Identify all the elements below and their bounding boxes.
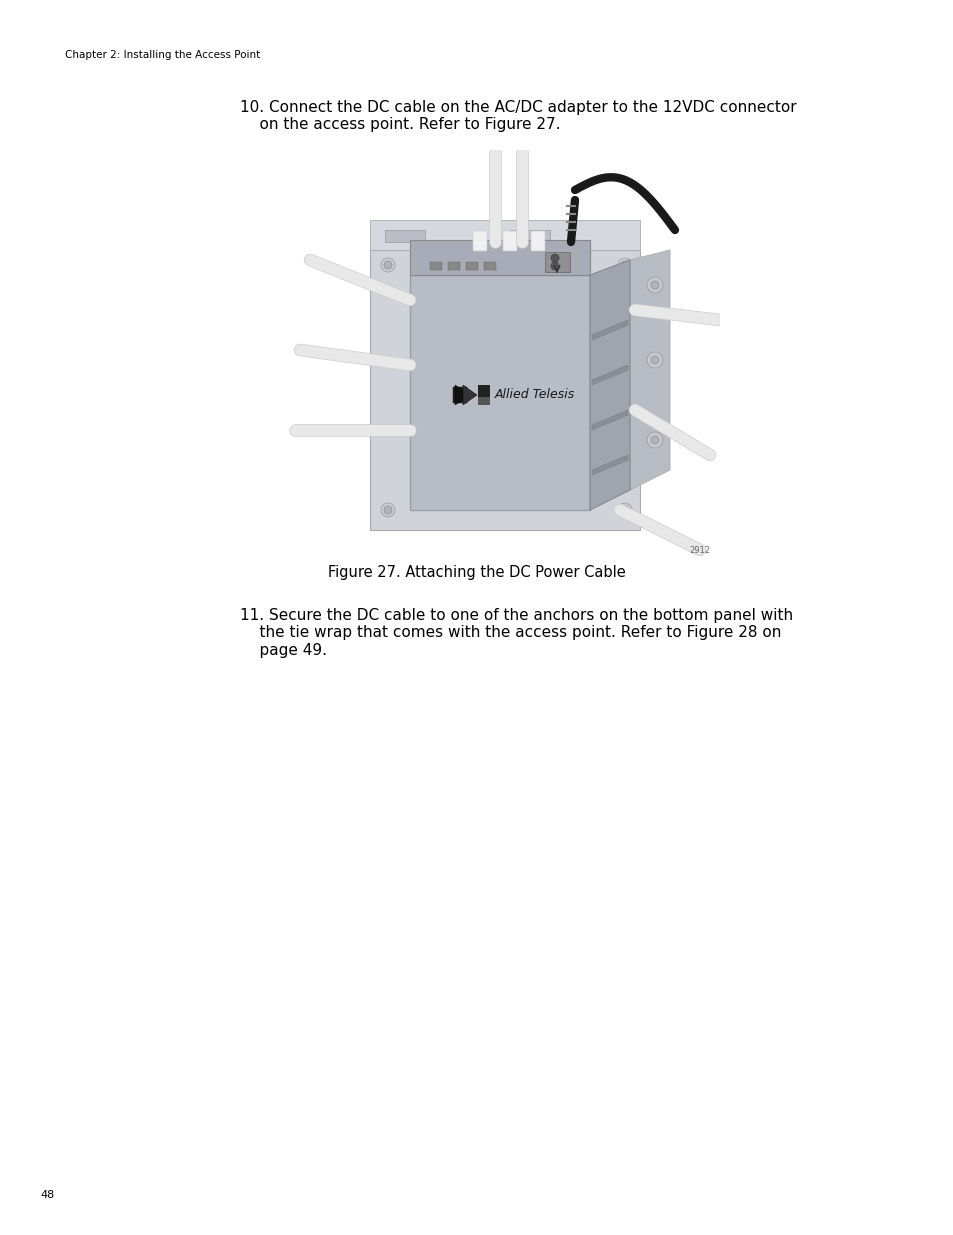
Polygon shape (592, 410, 627, 430)
Polygon shape (453, 387, 467, 403)
Circle shape (384, 506, 392, 514)
FancyBboxPatch shape (430, 262, 441, 270)
FancyBboxPatch shape (473, 231, 486, 251)
Circle shape (551, 254, 558, 262)
Polygon shape (592, 320, 627, 340)
FancyBboxPatch shape (544, 252, 569, 272)
Polygon shape (370, 220, 639, 249)
Polygon shape (370, 249, 639, 530)
Text: Allied Telesis: Allied Telesis (495, 389, 575, 401)
Text: 11. Secure the DC cable to one of the anchors on the bottom panel with: 11. Secure the DC cable to one of the an… (240, 608, 792, 622)
Circle shape (380, 258, 395, 272)
Circle shape (646, 432, 662, 448)
Polygon shape (477, 396, 490, 405)
Circle shape (620, 261, 628, 269)
FancyBboxPatch shape (448, 262, 459, 270)
Text: page 49.: page 49. (240, 643, 327, 658)
Circle shape (380, 503, 395, 517)
Polygon shape (455, 385, 470, 405)
Polygon shape (477, 385, 490, 396)
Circle shape (650, 282, 659, 289)
FancyBboxPatch shape (531, 231, 544, 251)
FancyBboxPatch shape (483, 262, 496, 270)
Circle shape (650, 436, 659, 445)
Polygon shape (462, 385, 476, 405)
Circle shape (646, 352, 662, 368)
Text: Figure 27. Attaching the DC Power Cable: Figure 27. Attaching the DC Power Cable (328, 564, 625, 580)
Text: on the access point. Refer to Figure 27.: on the access point. Refer to Figure 27. (240, 117, 560, 132)
Circle shape (646, 277, 662, 293)
Circle shape (618, 503, 631, 517)
Polygon shape (592, 366, 627, 385)
Polygon shape (592, 454, 627, 475)
Text: the tie wrap that comes with the access point. Refer to Figure 28 on: the tie wrap that comes with the access … (240, 625, 781, 641)
Text: 48: 48 (40, 1191, 54, 1200)
Polygon shape (410, 240, 589, 275)
Circle shape (620, 506, 628, 514)
Polygon shape (410, 275, 589, 510)
FancyBboxPatch shape (502, 231, 517, 251)
Circle shape (650, 356, 659, 364)
Polygon shape (629, 249, 669, 490)
Circle shape (551, 262, 558, 270)
Polygon shape (589, 261, 629, 510)
Circle shape (618, 258, 631, 272)
FancyBboxPatch shape (385, 230, 424, 242)
Text: 2912: 2912 (688, 546, 709, 555)
Text: Chapter 2: Installing the Access Point: Chapter 2: Installing the Access Point (65, 49, 260, 61)
Circle shape (384, 261, 392, 269)
FancyBboxPatch shape (465, 262, 477, 270)
Text: 10. Connect the DC cable on the AC/DC adapter to the 12VDC connector: 10. Connect the DC cable on the AC/DC ad… (240, 100, 796, 115)
FancyBboxPatch shape (510, 230, 550, 242)
